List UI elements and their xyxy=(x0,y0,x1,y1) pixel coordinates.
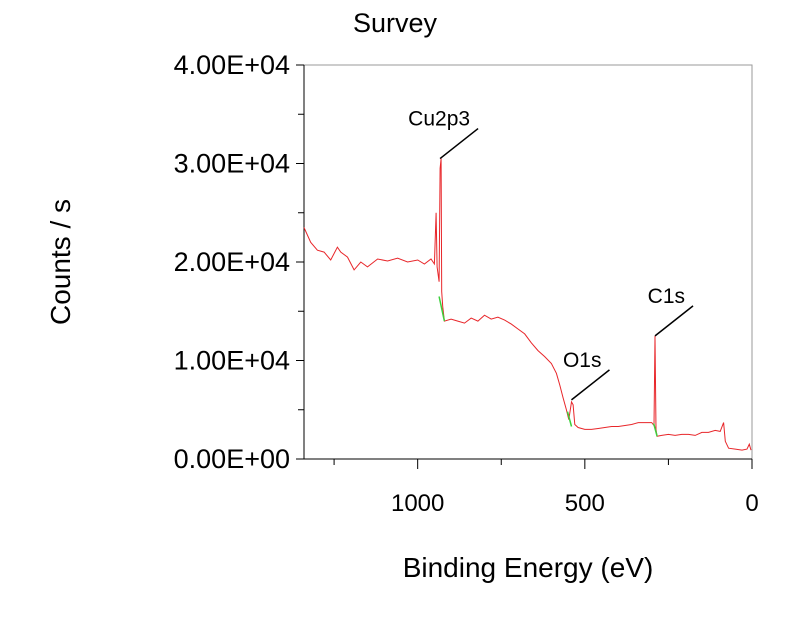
peak-label: C1s xyxy=(648,285,685,308)
peak-leader-line xyxy=(654,305,694,337)
x-axis: 1000 500 0 xyxy=(304,458,759,517)
chart-title: Survey xyxy=(353,8,438,38)
x-tick-label: 500 xyxy=(565,490,605,517)
y-tick-label: 4.00E+04 xyxy=(174,50,290,80)
y-tick-label: 0.00E+00 xyxy=(174,444,290,474)
y-tick-label: 3.00E+04 xyxy=(174,149,290,179)
y-axis: 0.00E+00 1.00E+04 2.00E+04 3.00E+04 4.00E+04 xyxy=(174,50,305,474)
background-fit-segment xyxy=(566,411,573,427)
x-tick-label: 1000 xyxy=(391,490,444,517)
x-axis-title: Binding Energy (eV) xyxy=(403,552,654,583)
peak-label: Cu2p3 xyxy=(408,108,470,131)
series-layer xyxy=(303,158,752,451)
background-fit-segment xyxy=(652,423,658,437)
plot-frame xyxy=(303,64,753,460)
y-tick-label: 2.00E+04 xyxy=(174,247,290,277)
y-axis-title: Counts / s xyxy=(45,199,76,325)
peak-leader-line xyxy=(439,127,479,160)
peak-label: O1s xyxy=(563,349,602,372)
x-tick-label: 0 xyxy=(745,490,758,517)
annotation-layer: Cu2p3 O1s C1s xyxy=(408,108,694,401)
y-tick-label: 1.00E+04 xyxy=(174,346,290,376)
peak-leader-line xyxy=(570,369,610,401)
spectrum-line xyxy=(303,158,752,451)
background-fit-segment xyxy=(438,296,446,322)
